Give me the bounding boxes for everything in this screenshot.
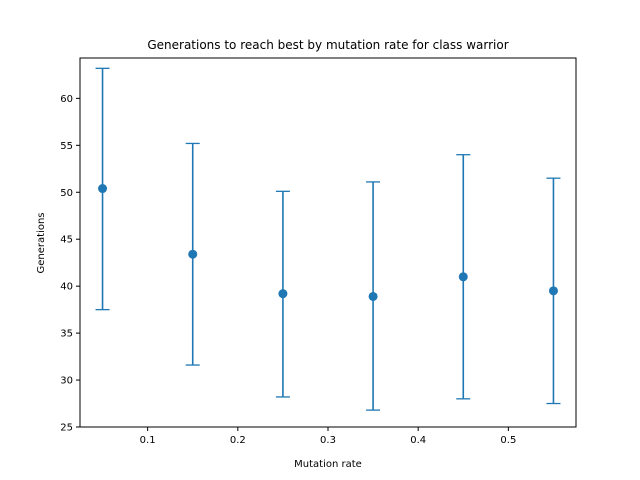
- plot-area: [95, 67, 561, 411]
- y-tick-label: 45: [60, 235, 73, 246]
- y-tick-label: 55: [60, 141, 73, 152]
- data-point-group: [185, 142, 200, 366]
- data-point-group: [366, 181, 381, 411]
- y-tick-label: 50: [60, 188, 73, 199]
- y-tick-label: 40: [60, 282, 73, 293]
- x-tick-label: 0.1: [140, 435, 156, 446]
- y-tick-label: 30: [60, 376, 73, 387]
- x-tick-label: 0.5: [500, 435, 516, 446]
- y-axis: 25 30 35 40 45 50 55 60: [60, 94, 80, 434]
- data-point: [368, 291, 378, 301]
- y-tick-label: 35: [60, 329, 73, 340]
- x-tick-label: 0.3: [320, 435, 336, 446]
- x-tick-label: 0.4: [410, 435, 426, 446]
- data-point-group: [95, 67, 110, 311]
- data-point-group: [275, 190, 290, 398]
- data-point-group: [456, 154, 471, 400]
- x-axis: 0.1 0.2 0.3 0.4 0.5: [140, 427, 516, 446]
- data-point: [278, 289, 288, 299]
- y-tick-label: 25: [60, 423, 73, 434]
- x-axis-label: Mutation rate: [294, 459, 362, 470]
- y-tick-label: 60: [60, 94, 73, 105]
- y-axis-label: Generations: [36, 213, 47, 274]
- plot-frame: [79, 57, 577, 428]
- data-point: [188, 249, 198, 259]
- x-tick-label: 0.2: [230, 435, 246, 446]
- data-point: [458, 272, 468, 282]
- chart-title: Generations to reach best by mutation ra…: [147, 38, 508, 52]
- data-point: [98, 184, 108, 194]
- data-point-group: [546, 177, 561, 405]
- data-point: [548, 286, 558, 296]
